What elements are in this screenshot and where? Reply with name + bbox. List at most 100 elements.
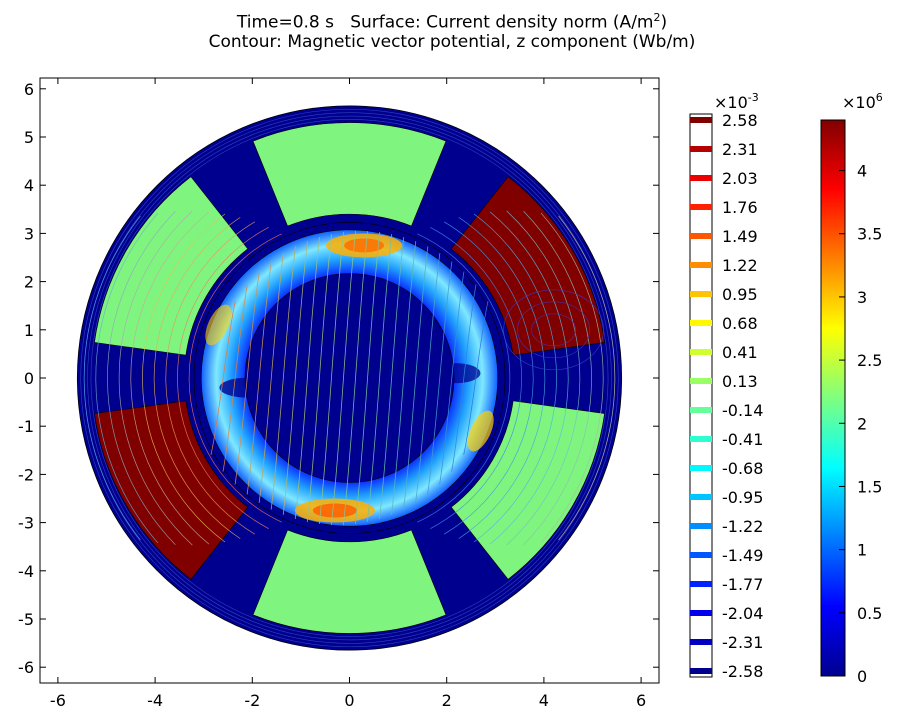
contour-legend-label: 2.58 xyxy=(722,111,758,130)
y-tick-label: -6 xyxy=(18,658,34,677)
x-tick-label: -2 xyxy=(244,691,260,710)
contour-line xyxy=(270,246,296,510)
contour-line xyxy=(130,211,210,545)
contour-legend-label: -1.49 xyxy=(722,546,763,565)
contour-line xyxy=(177,227,269,529)
contour-legend-swatch xyxy=(690,494,712,500)
chart-title-line1: Time=0.8 s Surface: Current density norm… xyxy=(236,11,668,33)
contour-line xyxy=(506,210,581,546)
contour-line xyxy=(246,261,272,495)
contour-line xyxy=(415,253,441,503)
contour-line xyxy=(210,301,236,455)
rotor-core xyxy=(244,273,455,483)
y-tick-label: -3 xyxy=(18,514,34,533)
contour-line xyxy=(330,231,357,525)
y-tick-label: 4 xyxy=(24,176,34,195)
contour-line xyxy=(463,301,489,455)
x-tick-label: 4 xyxy=(539,691,549,710)
y-tick-label: -1 xyxy=(18,417,34,436)
contour-legend-label: 0.13 xyxy=(722,372,758,391)
contour-line xyxy=(282,241,308,515)
y-tick-label: 1 xyxy=(24,321,34,340)
contour-legend-swatch xyxy=(690,378,712,384)
coil-group xyxy=(94,122,605,634)
contour-line xyxy=(489,211,569,545)
sleeve-hotspot-bottom-core xyxy=(312,503,357,518)
y-tick-label: 3 xyxy=(24,224,34,243)
coil-3 xyxy=(450,400,605,580)
contour-line xyxy=(142,213,226,543)
colorbar-tick-label: 3 xyxy=(857,288,867,307)
x-tick-label: -4 xyxy=(147,691,163,710)
contour-line xyxy=(443,221,534,535)
colorbar-tick-label: 2.5 xyxy=(857,351,882,370)
x-tick-label: 2 xyxy=(442,691,452,710)
contour-legend-swatch xyxy=(690,291,712,297)
colorbar-tick-label: 1.5 xyxy=(857,477,882,496)
contour-legend-label: 0.41 xyxy=(722,343,758,362)
colorbar-tick-label: 1 xyxy=(857,541,867,560)
contour-loop xyxy=(503,289,604,371)
y-tick-label: -4 xyxy=(18,562,34,581)
contour-lines xyxy=(83,210,616,546)
contour-line xyxy=(258,253,284,503)
y-axis: -6 -5 -4 -3 -2 -1 0 1 2 3 4 5 6 xyxy=(18,80,659,677)
x-tick-label: -6 xyxy=(50,691,66,710)
colorbar-tick-label: 0 xyxy=(857,667,867,686)
contour-legend-swatch xyxy=(690,146,712,152)
contour-legend-swatch xyxy=(690,407,712,413)
y-tick-label: 0 xyxy=(24,369,34,388)
contour-line xyxy=(107,211,176,545)
y-tick-label: 5 xyxy=(24,128,34,147)
contour-legend-label: 1.76 xyxy=(722,198,758,217)
contour-line xyxy=(165,221,256,535)
housing-ring xyxy=(87,115,612,641)
contour-legend-label: -2.31 xyxy=(722,633,763,652)
contour-line xyxy=(95,212,159,544)
contour-loop xyxy=(531,313,576,347)
contour-legend-swatch xyxy=(690,233,712,239)
contour-legend-label: -0.41 xyxy=(722,430,763,449)
contour-legend-swatch xyxy=(690,175,712,181)
contour-legend-swatch xyxy=(690,465,712,471)
coil-2 xyxy=(450,176,605,356)
contour-line xyxy=(318,232,344,524)
contour-line xyxy=(118,210,193,546)
contour-legend-swatch xyxy=(690,581,712,587)
contour-legend-box xyxy=(689,113,713,678)
contour-line xyxy=(458,217,546,539)
contour-legend-label: -2.04 xyxy=(722,604,763,623)
colorbar-tick-label: 4 xyxy=(857,162,867,181)
contour-legend-swatch xyxy=(690,262,712,268)
contour-line xyxy=(473,213,557,543)
contour-legend-label: 1.49 xyxy=(722,227,758,246)
sleeve-hotspot-right xyxy=(467,410,494,452)
colorbar-tick-label: 2 xyxy=(857,414,867,433)
contour-line xyxy=(523,211,592,545)
contour-legend-label: 1.22 xyxy=(722,256,758,275)
contour-legend-label: 2.03 xyxy=(722,169,758,188)
contour-line xyxy=(427,261,453,495)
contour-line xyxy=(294,237,320,519)
y-tick-label: -2 xyxy=(18,465,34,484)
x-tick-label: 6 xyxy=(636,691,646,710)
y-tick-label: 2 xyxy=(24,273,34,292)
contour-legend-label: -2.58 xyxy=(722,662,763,681)
contour-line xyxy=(379,237,405,519)
contour-legend-swatch xyxy=(690,610,712,616)
contour-legend: ×10-32.58 2.31 2.03 1.76 1.49 1.22 0.95 0.68 0.4… xyxy=(689,91,763,681)
contour-line xyxy=(234,271,260,485)
contour-line xyxy=(451,284,477,472)
colorbar-tick-label: 3.5 xyxy=(857,225,882,244)
x-axis: -6 -4 -2 0 2 4 6 xyxy=(50,78,646,710)
contour-legend-label: -0.68 xyxy=(722,459,763,478)
coil-4 xyxy=(252,529,447,634)
contour-line xyxy=(403,246,429,510)
contour-line xyxy=(439,271,465,485)
contour-line xyxy=(367,234,393,522)
contour-line xyxy=(417,233,511,523)
contour-line xyxy=(188,233,282,523)
contour-legend-swatch xyxy=(690,552,712,558)
contour-legend-swatch xyxy=(690,668,712,674)
